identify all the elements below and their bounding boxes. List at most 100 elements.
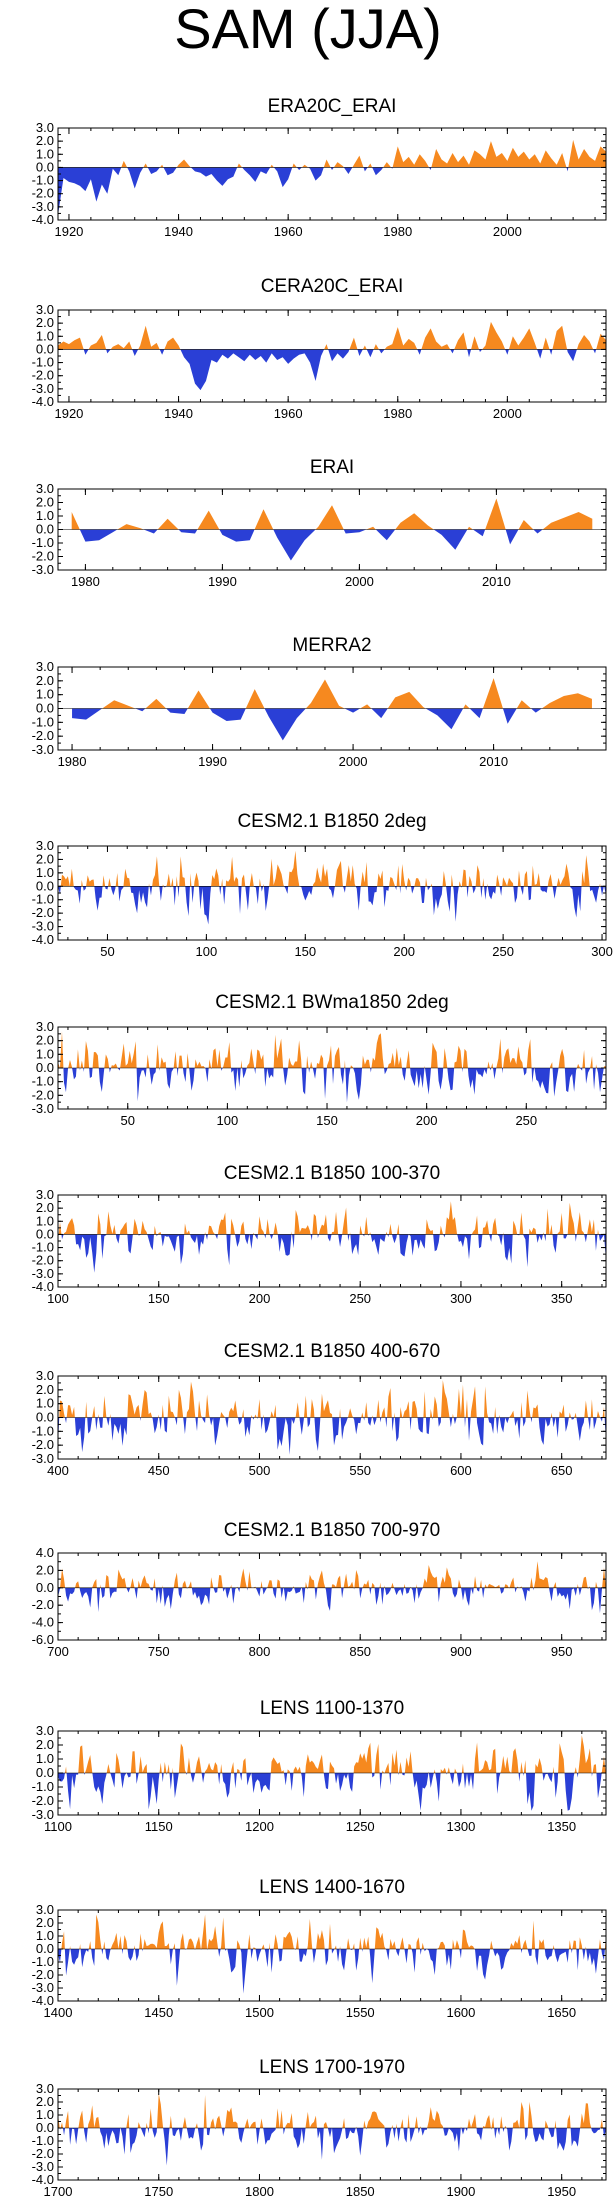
x-tick-label: 250: [349, 1291, 371, 1306]
x-tick-label: 1920: [54, 406, 83, 421]
y-tick-label: 3.0: [36, 302, 54, 317]
x-tick-label: 400: [47, 1463, 69, 1478]
negative-area: [58, 1417, 606, 1455]
y-tick-label: -3.0: [32, 742, 54, 757]
y-tick-label: 0.0: [36, 701, 54, 716]
panel-title: CESM2.1 B1850 100-370: [224, 1163, 441, 1184]
y-tick-label: 0.0: [36, 878, 54, 893]
x-tick-label: 950: [551, 1644, 573, 1659]
x-tick-label: 1350: [547, 1819, 576, 1834]
x-tick-label: 1700: [44, 2184, 73, 2199]
y-tick-label: -1.0: [32, 1240, 54, 1255]
x-tick-label: 2010: [482, 574, 511, 589]
x-tick-label: 2000: [345, 574, 374, 589]
y-tick-label: -1.0: [32, 355, 54, 370]
y-tick-label: 0.0: [36, 1765, 54, 1780]
x-tick-label: 1940: [164, 224, 193, 239]
x-tick-label: 2010: [479, 754, 508, 769]
y-tick-label: -6.0: [32, 1632, 54, 1647]
x-tick-label: 1550: [346, 2005, 375, 2020]
plot-frame: [57, 1552, 607, 1641]
panel-8: CESM2.1 B1850 400-670 3.02.01.00.0-1.0-2.…: [32, 1341, 607, 1478]
y-tick-label: 1.0: [36, 1751, 54, 1766]
x-tick-label: 1990: [208, 574, 237, 589]
y-tick-label: 1.0: [36, 508, 54, 523]
y-tick-label: 1.0: [36, 146, 54, 161]
y-tick-label: -4.0: [32, 1615, 54, 1630]
y-tick-label: -2.0: [32, 368, 54, 383]
y-tick-label: -3.0: [32, 2159, 54, 2174]
positive-area: [71, 498, 593, 530]
x-tick-label: 1940: [164, 406, 193, 421]
panel-title: LENS 1100-1370: [260, 1698, 404, 1719]
x-tick-label: 850: [349, 1644, 371, 1659]
panel-12: LENS 1700-1970 3.02.01.00.0-1.0-2.0-3.0-4…: [32, 2057, 607, 2199]
x-tick-label: 1400: [44, 2005, 73, 2020]
x-tick-label: 1800: [245, 2184, 274, 2199]
y-tick-label: 3.0: [36, 1368, 54, 1383]
x-tick-label: 1980: [383, 406, 412, 421]
negative-area: [71, 529, 593, 561]
panel-7: CESM2.1 B1850 100-370 3.02.01.00.0-1.0-2.…: [32, 1163, 607, 1306]
x-tick-label: 550: [349, 1463, 371, 1478]
x-tick-label: 300: [450, 1291, 472, 1306]
y-tick-label: -3.0: [32, 562, 54, 577]
y-tick-label: -4.0: [32, 394, 54, 409]
negative-area: [58, 167, 606, 216]
x-tick-label: 1650: [547, 2005, 576, 2020]
y-tick-label: -2.0: [32, 549, 54, 564]
panel-title: CESM2.1 B1850 400-670: [224, 1341, 441, 1362]
x-tick-label: 1900: [446, 2184, 475, 2199]
x-tick-label: 1250: [346, 1819, 375, 1834]
plot-frame: [57, 2088, 607, 2181]
y-tick-label: 0.0: [36, 1580, 54, 1595]
y-tick-label: -3.0: [32, 1807, 54, 1822]
y-tick-label: -4.0: [32, 932, 54, 947]
y-tick-label: -1.0: [32, 1954, 54, 1969]
y-tick-label: 4.0: [36, 1545, 54, 1560]
x-tick-label: 100: [47, 1291, 69, 1306]
y-tick-label: 1.0: [36, 1928, 54, 1943]
x-tick-label: 250: [492, 944, 514, 959]
negative-area: [72, 708, 592, 741]
x-tick-label: 1300: [446, 1819, 475, 1834]
y-tick-label: 0.0: [36, 341, 54, 356]
negative-area: [58, 1949, 606, 1994]
x-tick-label: 900: [450, 1644, 472, 1659]
positive-area: [72, 678, 592, 709]
positive-area: [58, 1914, 606, 1949]
y-tick-label: -3.0: [32, 919, 54, 934]
y-tick-label: -1.0: [32, 1423, 54, 1438]
y-tick-label: -1.0: [32, 1779, 54, 1794]
x-tick-label: 2000: [339, 754, 368, 769]
y-tick-label: -3.0: [32, 381, 54, 396]
plot-frame: [57, 1194, 607, 1288]
negative-area: [58, 1773, 606, 1811]
panel-title: CESM2.1 BWma1850 2deg: [215, 992, 448, 1013]
y-tick-label: 2.0: [36, 133, 54, 148]
y-tick-label: 2.0: [36, 1200, 54, 1215]
panel-title: MERRA2: [292, 635, 371, 656]
y-tick-label: 0.0: [36, 2120, 54, 2135]
x-tick-label: 1920: [54, 224, 83, 239]
x-tick-label: 1980: [71, 574, 100, 589]
y-tick-label: 2.0: [36, 673, 54, 688]
negative-area: [58, 349, 606, 391]
y-tick-label: -1.0: [32, 2133, 54, 2148]
x-tick-label: 600: [450, 1463, 472, 1478]
panel-10: LENS 1100-13703.02.01.00.0-1.0-2.0-3.011…: [32, 1698, 607, 1834]
x-tick-label: 500: [249, 1463, 271, 1478]
y-tick-label: 0.0: [36, 1410, 54, 1425]
x-tick-label: 1450: [144, 2005, 173, 2020]
x-tick-label: 100: [196, 944, 218, 959]
y-tick-label: -2.0: [32, 1253, 54, 1268]
y-tick-label: 1.0: [36, 1213, 54, 1228]
y-tick-label: 3.0: [36, 838, 54, 853]
y-tick-label: 3.0: [36, 1187, 54, 1202]
x-tick-label: 50: [100, 944, 114, 959]
positive-area: [58, 1031, 606, 1068]
plot-frame: [57, 1909, 607, 2002]
x-tick-label: 750: [148, 1644, 170, 1659]
y-tick-label: -2.0: [32, 2146, 54, 2161]
y-tick-label: 1.0: [36, 1396, 54, 1411]
